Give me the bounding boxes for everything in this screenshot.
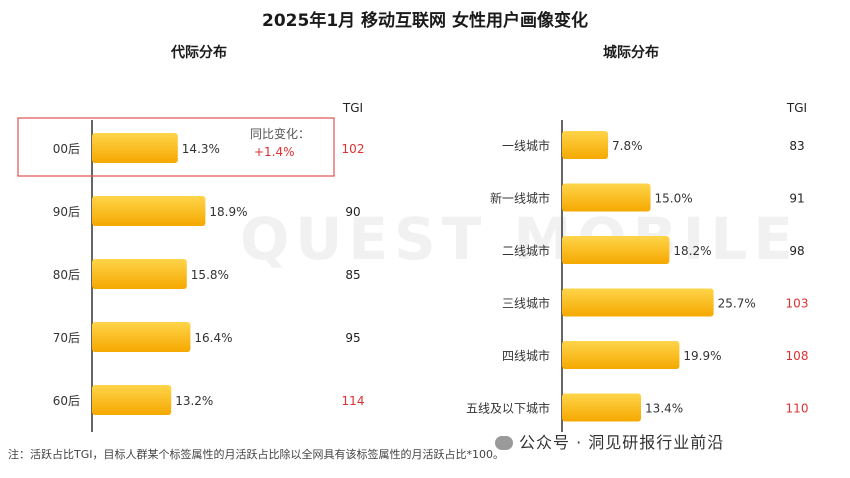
gen-value-label: 16.4% (194, 331, 232, 345)
city-tgi-value: 110 (786, 402, 809, 416)
city-category-label: 二线城市 (502, 243, 550, 258)
city-tier-chart: TGI 一线城市 7.8% 83 新一线城市 15.0% 91 二线城市 18.2% 98 三线城市… (466, 101, 808, 432)
gen-category-label: 90后 (53, 205, 80, 219)
yoy-change-value: +1.4% (254, 145, 295, 159)
city-category-label: 四线城市 (502, 348, 550, 363)
gen-bar (92, 133, 178, 163)
left-chart-title: 代际分布 (171, 45, 227, 61)
source-watermark: 公众号 · 洞见研报行业前沿 (495, 429, 724, 453)
gen-category-label: 00后 (53, 142, 80, 156)
gen-tgi-value: 95 (345, 331, 360, 345)
city-bar (562, 131, 609, 159)
city-bar (562, 393, 642, 422)
city-value-label: 18.2% (673, 244, 711, 258)
city-category-label: 一线城市 (502, 138, 550, 153)
gen-tgi-header: TGI (342, 101, 363, 115)
gen-category-label: 60后 (53, 394, 80, 408)
city-tgi-value: 83 (789, 139, 804, 153)
gen-value-label: 15.8% (191, 268, 229, 282)
wechat-icon (495, 436, 513, 450)
gen-tgi-value: 85 (345, 268, 360, 282)
gen-value-label: 18.9% (209, 205, 247, 219)
page-title: 2025年1月 移动互联网 女性用户画像变化 (262, 11, 588, 31)
gen-bar (92, 259, 187, 289)
city-tgi-value: 103 (786, 297, 809, 311)
city-bar (562, 236, 670, 264)
background-watermark: QUEST MOBILE (240, 205, 799, 273)
gen-value-label: 14.3% (182, 142, 220, 156)
city-category-label: 三线城市 (502, 296, 550, 311)
city-category-label: 新一线城市 (490, 191, 550, 206)
city-bar (562, 288, 714, 317)
city-value-label: 7.8% (612, 139, 643, 153)
gen-bar (92, 322, 191, 352)
city-tgi-value: 108 (786, 349, 809, 363)
yoy-change-label: 同比变化： (250, 126, 310, 141)
generation-chart: TGI 00后 14.3% 102 90后 18.9% 90 80后 15.8% 85 70后 16.… (17, 101, 365, 432)
gen-bar (92, 385, 172, 415)
city-value-label: 13.4% (645, 402, 683, 416)
source-text: 公众号 · 洞见研报行业前沿 (519, 433, 725, 452)
city-tgi-value: 98 (789, 244, 804, 258)
city-category-label: 五线及以下城市 (466, 401, 550, 416)
city-value-label: 15.0% (655, 192, 693, 206)
gen-tgi-value: 90 (345, 205, 360, 219)
city-value-label: 19.9% (683, 349, 721, 363)
gen-category-label: 80后 (53, 268, 80, 282)
highlight-box (17, 117, 335, 177)
gen-tgi-value: 102 (342, 142, 365, 156)
city-bar (562, 183, 651, 212)
footnote: 注：活跃占比TGI，目标人群某个标签属性的月活跃占比除以全网具有该标签属性的月活… (8, 448, 504, 461)
city-tgi-value: 91 (789, 192, 804, 206)
gen-bar (92, 196, 206, 226)
gen-value-label: 13.2% (175, 394, 213, 408)
gen-tgi-value: 114 (342, 394, 365, 408)
gen-category-label: 70后 (53, 331, 80, 345)
city-value-label: 25.7% (718, 297, 756, 311)
right-chart-title: 城际分布 (603, 45, 659, 61)
city-bar (562, 341, 680, 369)
city-tgi-header: TGI (786, 101, 807, 115)
